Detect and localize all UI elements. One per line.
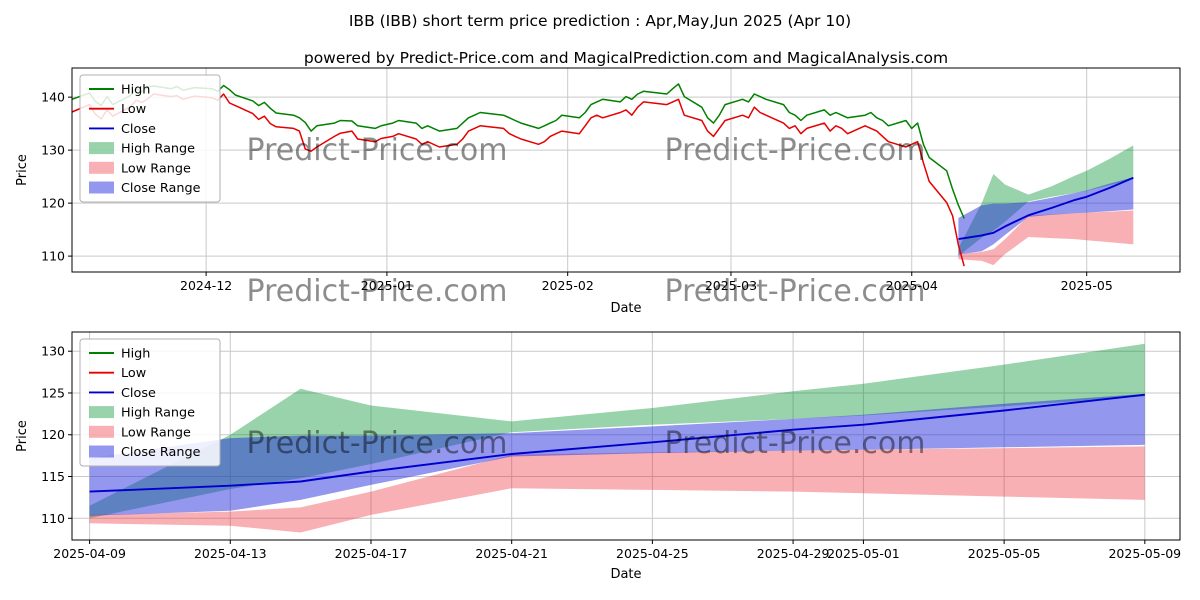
x-tick-label: 2025-04 — [886, 278, 938, 293]
x-tick-label: 2025-05-09 — [1108, 546, 1181, 561]
low-line — [71, 93, 965, 267]
legend-swatch-low_band — [89, 161, 114, 174]
watermark-text: Predict-Price.com — [247, 426, 508, 461]
legend-label: Close — [121, 122, 156, 137]
watermark-text: Predict-Price.com — [247, 133, 508, 168]
axes-border — [71, 67, 1181, 273]
legend-label: High — [121, 83, 150, 98]
y-tick-label: 115 — [41, 469, 65, 484]
x-axis-label: Date — [610, 301, 641, 316]
y-tick-label: 130 — [41, 143, 65, 158]
charts-root: 2024-12 2025-01 2025-02 2025-03 2025-04 2025-… — [15, 67, 1181, 582]
legend-label: High Range — [121, 142, 195, 157]
y-tick-label: 120 — [41, 427, 65, 442]
legend-label: Close — [121, 386, 156, 401]
watermark-text: Predict-Price.com — [665, 426, 926, 461]
legend-label: Low — [121, 102, 146, 117]
close-line — [958, 176, 1134, 241]
y-tick-label: 110 — [41, 249, 65, 264]
x-tick-label: 2025-04-21 — [475, 546, 548, 561]
x-tick-label: 2025-04-29 — [757, 546, 830, 561]
legend-label: High Range — [121, 406, 195, 421]
history-chart: 2024-12 2025-01 2025-02 2025-03 2025-04 2025-… — [15, 67, 1181, 316]
x-tick-label: 2025-01 — [361, 278, 413, 293]
x-tick-label: 2025-04-09 — [53, 546, 126, 561]
top-chart-subtitle: powered by Predict-Price.com and Magical… — [304, 49, 948, 67]
y-tick-label: 130 — [41, 344, 65, 359]
x-tick-label: 2025-04-17 — [335, 546, 408, 561]
y-tick-label: 110 — [41, 511, 65, 526]
legend-label: Close Range — [121, 181, 201, 196]
close-range-band — [89, 393, 1145, 516]
x-tick-label: 2025-02 — [542, 278, 594, 293]
legend-swatch-close_band — [89, 445, 114, 458]
legend-label: High — [121, 347, 150, 362]
legend-box — [79, 338, 221, 467]
legend: High Low Close High Range Low Range Close Ran… — [79, 338, 221, 467]
figure-title: IBB (IBB) short term price prediction : … — [349, 12, 851, 30]
prediction-zoom-chart: 2025-04-09 2025-04-13 2025-04-17 2025-04-21… — [15, 331, 1181, 582]
legend-label: Close Range — [121, 445, 201, 460]
high-range-band — [89, 343, 1145, 519]
x-tick-label: 2025-05 — [1061, 278, 1113, 293]
legend-label: Low Range — [121, 425, 191, 440]
legend-swatch-close_band — [89, 181, 114, 194]
legend-swatch-low_band — [89, 425, 114, 438]
watermark-text: Predict-Price.com — [247, 274, 508, 309]
y-axis-label: Price — [15, 420, 30, 452]
x-axis-label: Date — [610, 567, 641, 582]
legend-swatch-high_band — [89, 142, 114, 155]
close-line — [89, 393, 1145, 493]
y-tick-label: 140 — [41, 90, 65, 105]
legend-label: Low — [121, 366, 146, 381]
x-tick-label: 2025-05-01 — [827, 546, 900, 561]
x-tick-label: 2025-04-25 — [616, 546, 689, 561]
x-tick-label: 2025-05-05 — [968, 546, 1041, 561]
x-tick-label: 2025-04-13 — [194, 546, 267, 561]
low-range-band — [958, 210, 1134, 266]
high-range-band — [958, 145, 1134, 257]
watermark-text: Predict-Price.com — [665, 133, 926, 168]
legend-swatch-high_band — [89, 406, 114, 419]
y-tick-label: 125 — [41, 385, 65, 400]
legend-box — [79, 74, 221, 203]
axes-border — [71, 331, 1181, 541]
high-line — [71, 83, 965, 219]
y-axis-label: Price — [15, 154, 30, 186]
y-tick-label: 120 — [41, 196, 65, 211]
x-tick-label: 2025-03 — [705, 278, 757, 293]
legend-label: Low Range — [121, 161, 191, 176]
legend: High Low Close High Range Low Range Close Ran… — [79, 74, 221, 203]
low-range-band — [89, 446, 1145, 533]
watermark-text: Predict-Price.com — [665, 274, 926, 309]
x-tick-label: 2024-12 — [180, 278, 232, 293]
